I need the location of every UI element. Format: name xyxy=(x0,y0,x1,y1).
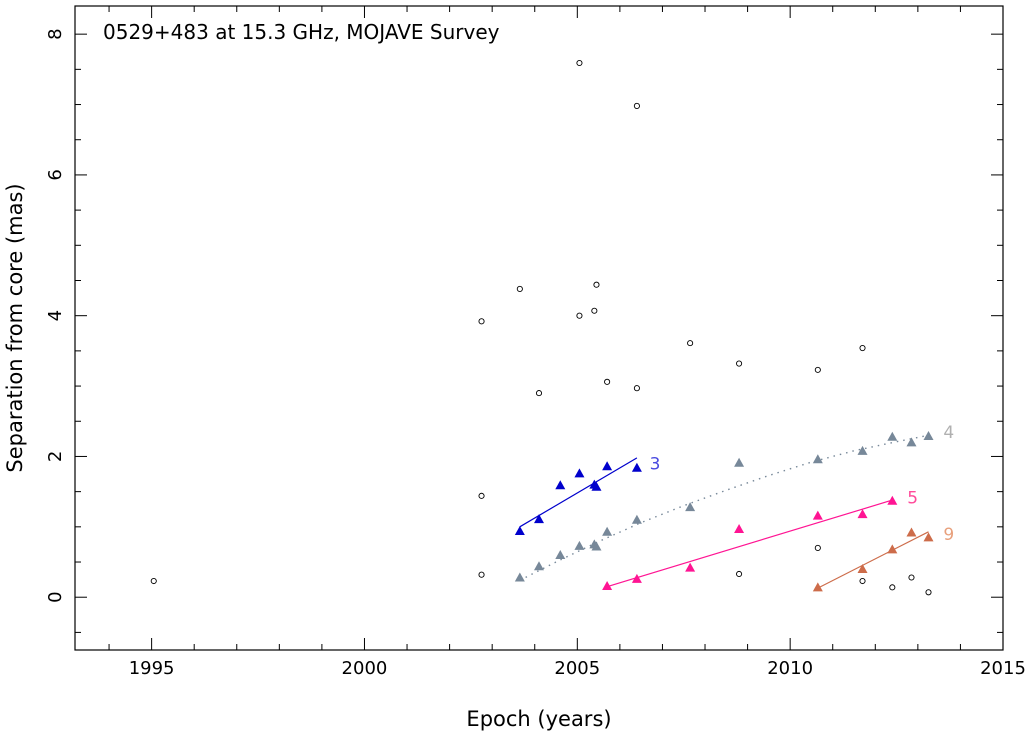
unassigned-point xyxy=(908,574,915,581)
fit-line-4 xyxy=(519,434,929,581)
unassigned-point xyxy=(814,366,821,373)
x-tick-label: 2015 xyxy=(980,658,1026,679)
component-5-point xyxy=(734,523,745,533)
plot-frame xyxy=(74,5,1004,651)
component-4-point xyxy=(555,549,566,559)
x-tick-label: 1995 xyxy=(129,658,175,679)
component-4-point xyxy=(812,454,823,464)
unassigned-point xyxy=(925,589,932,596)
component-5-point xyxy=(602,580,613,590)
component-4-point xyxy=(602,526,613,536)
component-4-point xyxy=(857,445,868,455)
unassigned-point xyxy=(478,571,485,578)
unassigned-point xyxy=(150,577,157,585)
y-axis-title: Separation from core (mas) xyxy=(3,183,27,472)
component-3-point xyxy=(574,468,585,478)
unassigned-point xyxy=(687,340,694,347)
component-4-point xyxy=(574,540,585,550)
component-5-point xyxy=(887,495,898,505)
series-label-5: 5 xyxy=(907,488,918,508)
y-tick-label: 4 xyxy=(45,310,66,321)
unassigned-point xyxy=(889,584,896,591)
y-tick-label: 0 xyxy=(45,591,66,602)
unassigned-point xyxy=(859,577,866,585)
component-4-point xyxy=(685,502,696,512)
component-9-point xyxy=(923,532,934,542)
component-5-point xyxy=(631,573,642,583)
component-9-point xyxy=(857,564,868,574)
component-9-point xyxy=(887,544,898,554)
component-3-point xyxy=(602,461,613,471)
component-9-point xyxy=(906,527,917,537)
unassigned-point xyxy=(736,360,743,367)
unassigned-point xyxy=(478,318,485,325)
y-tick-label: 2 xyxy=(45,451,66,462)
unassigned-point xyxy=(633,385,640,392)
axis-tick-labels: 1995 2000 2005 2010 2015 0 2 4 6 8 xyxy=(45,28,1026,679)
unassigned-point xyxy=(604,378,611,385)
unassigned-points xyxy=(150,59,932,596)
component-4-point xyxy=(734,457,745,467)
component-5-point xyxy=(857,509,868,519)
unassigned-point xyxy=(814,544,821,551)
fit-line-9 xyxy=(817,531,929,589)
x-tick-label: 2000 xyxy=(342,658,388,679)
unassigned-point xyxy=(478,492,485,499)
chart-title: 0529+483 at 15.3 GHz, MOJAVE Survey xyxy=(103,20,500,44)
unassigned-point xyxy=(633,102,640,109)
series-labels: 3 4 5 9 xyxy=(650,423,955,545)
component-4-point xyxy=(534,561,544,571)
unassigned-point xyxy=(576,312,583,319)
series-label-3: 3 xyxy=(650,454,661,474)
component-3-point xyxy=(555,480,566,490)
component-4-point xyxy=(631,514,642,524)
component-4-point xyxy=(887,431,898,441)
component-4-point xyxy=(923,431,934,441)
component-4-point xyxy=(591,541,602,551)
unassigned-point xyxy=(736,570,743,578)
axis-ticks xyxy=(75,6,1004,650)
y-tick-label: 8 xyxy=(45,28,66,39)
fit-line-5 xyxy=(606,499,893,588)
unassigned-point xyxy=(535,390,543,397)
y-tick-label: 6 xyxy=(45,169,66,180)
x-tick-label: 2005 xyxy=(554,658,600,679)
component-5-point xyxy=(812,510,823,520)
unassigned-point xyxy=(576,59,583,67)
component-3-point xyxy=(534,514,544,524)
component-3-point xyxy=(514,526,525,536)
component-3-point xyxy=(631,462,642,472)
component-points xyxy=(514,431,934,592)
component-9-point xyxy=(812,582,823,592)
unassigned-point xyxy=(593,281,600,288)
component-4-point xyxy=(514,572,525,582)
x-axis-title: Epoch (years) xyxy=(466,707,611,731)
series-label-4: 4 xyxy=(943,423,954,443)
unassigned-point xyxy=(516,285,523,292)
x-tick-label: 2010 xyxy=(767,658,813,679)
component-4-point xyxy=(906,437,917,447)
unassigned-point xyxy=(591,307,598,314)
series-label-9: 9 xyxy=(943,525,954,545)
component-3-point xyxy=(591,481,602,491)
unassigned-point xyxy=(859,345,866,352)
component-5-point xyxy=(685,562,696,572)
